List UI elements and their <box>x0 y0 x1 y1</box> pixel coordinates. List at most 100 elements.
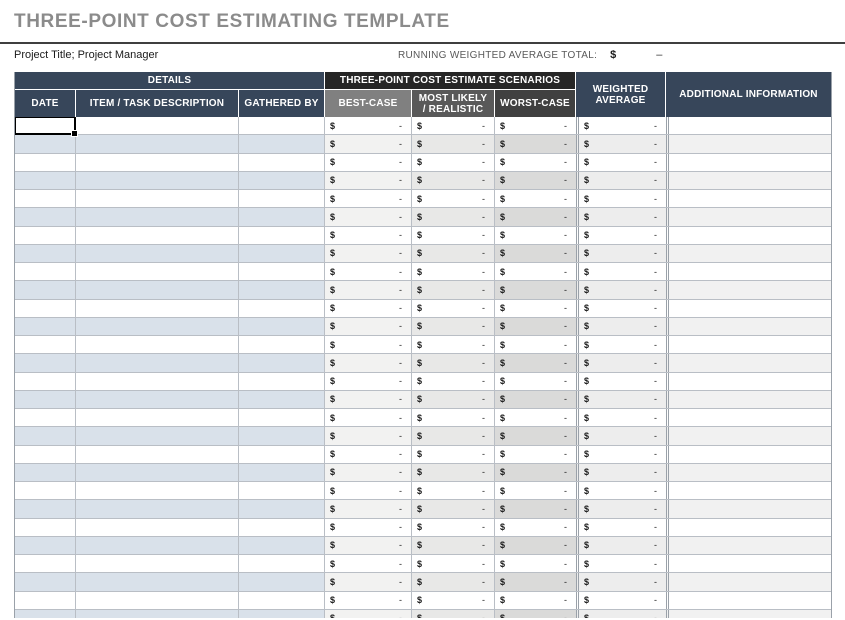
cell-gathered-by[interactable] <box>239 445 325 463</box>
selected-cell[interactable] <box>15 117 78 138</box>
cell-weighted-average[interactable]: $- <box>576 573 666 591</box>
cell-most-likely[interactable]: $- <box>412 336 495 354</box>
cell-worst-case[interactable]: $- <box>495 463 576 481</box>
cell-most-likely[interactable]: $- <box>412 226 495 244</box>
cell-additional-information[interactable] <box>666 299 831 317</box>
cell-weighted-average[interactable]: $- <box>576 263 666 281</box>
header-item-task-description[interactable]: ITEM / TASK DESCRIPTION <box>76 90 239 117</box>
cell-gathered-by[interactable] <box>239 135 325 153</box>
cell-date[interactable] <box>15 263 76 281</box>
cell-best-case[interactable]: $- <box>325 244 412 262</box>
cell-weighted-average[interactable]: $- <box>576 190 666 208</box>
cell-item-description[interactable] <box>76 555 239 573</box>
cell-best-case[interactable]: $- <box>325 482 412 500</box>
cell-weighted-average[interactable]: $- <box>576 372 666 390</box>
cell-weighted-average[interactable]: $- <box>576 299 666 317</box>
cell-weighted-average[interactable]: $- <box>576 427 666 445</box>
cell-item-description[interactable] <box>76 609 239 618</box>
cell-item-description[interactable] <box>76 317 239 335</box>
cell-best-case[interactable]: $- <box>325 518 412 536</box>
cell-additional-information[interactable] <box>666 463 831 481</box>
cell-date[interactable] <box>15 354 76 372</box>
cell-most-likely[interactable]: $- <box>412 573 495 591</box>
cell-best-case[interactable]: $- <box>325 171 412 189</box>
cell-best-case[interactable]: $- <box>325 536 412 554</box>
cell-most-likely[interactable]: $- <box>412 427 495 445</box>
cell-gathered-by[interactable] <box>239 555 325 573</box>
cell-date[interactable] <box>15 445 76 463</box>
cell-gathered-by[interactable] <box>239 244 325 262</box>
cell-weighted-average[interactable]: $- <box>576 281 666 299</box>
cell-item-description[interactable] <box>76 336 239 354</box>
cell-item-description[interactable] <box>76 153 239 171</box>
cell-additional-information[interactable] <box>666 609 831 618</box>
cell-gathered-by[interactable] <box>239 463 325 481</box>
cell-additional-information[interactable] <box>666 536 831 554</box>
cell-weighted-average[interactable]: $- <box>576 117 666 135</box>
cell-most-likely[interactable]: $- <box>412 445 495 463</box>
cell-best-case[interactable]: $- <box>325 299 412 317</box>
cell-item-description[interactable] <box>76 482 239 500</box>
cell-worst-case[interactable]: $- <box>495 372 576 390</box>
cell-worst-case[interactable]: $- <box>495 500 576 518</box>
cell-most-likely[interactable]: $- <box>412 482 495 500</box>
cell-worst-case[interactable]: $- <box>495 190 576 208</box>
cell-most-likely[interactable]: $- <box>412 609 495 618</box>
cell-gathered-by[interactable] <box>239 390 325 408</box>
cell-gathered-by[interactable] <box>239 536 325 554</box>
cell-gathered-by[interactable] <box>239 153 325 171</box>
cell-most-likely[interactable]: $- <box>412 555 495 573</box>
cell-item-description[interactable] <box>76 226 239 244</box>
cell-item-description[interactable] <box>76 409 239 427</box>
cell-gathered-by[interactable] <box>239 354 325 372</box>
cell-best-case[interactable]: $- <box>325 591 412 609</box>
cell-best-case[interactable]: $- <box>325 317 412 335</box>
cell-best-case[interactable]: $- <box>325 427 412 445</box>
cell-best-case[interactable]: $- <box>325 190 412 208</box>
cell-gathered-by[interactable] <box>239 482 325 500</box>
cell-most-likely[interactable]: $- <box>412 244 495 262</box>
cell-additional-information[interactable] <box>666 445 831 463</box>
cell-best-case[interactable]: $- <box>325 463 412 481</box>
header-weighted-average[interactable]: WEIGHTED AVERAGE <box>576 72 666 117</box>
cell-item-description[interactable] <box>76 573 239 591</box>
cell-date[interactable] <box>15 208 76 226</box>
cell-worst-case[interactable]: $- <box>495 226 576 244</box>
cell-worst-case[interactable]: $- <box>495 354 576 372</box>
header-additional-information[interactable]: ADDITIONAL INFORMATION <box>666 72 831 117</box>
cell-gathered-by[interactable] <box>239 190 325 208</box>
cell-worst-case[interactable]: $- <box>495 171 576 189</box>
cell-gathered-by[interactable] <box>239 518 325 536</box>
cell-item-description[interactable] <box>76 445 239 463</box>
cell-item-description[interactable] <box>76 117 239 135</box>
cell-item-description[interactable] <box>76 372 239 390</box>
cell-weighted-average[interactable]: $- <box>576 153 666 171</box>
cell-best-case[interactable]: $- <box>325 226 412 244</box>
cell-most-likely[interactable]: $- <box>412 390 495 408</box>
cell-best-case[interactable]: $- <box>325 153 412 171</box>
cell-gathered-by[interactable] <box>239 372 325 390</box>
cell-worst-case[interactable]: $- <box>495 427 576 445</box>
cell-item-description[interactable] <box>76 427 239 445</box>
cell-date[interactable] <box>15 190 76 208</box>
cell-best-case[interactable]: $- <box>325 208 412 226</box>
cell-most-likely[interactable]: $- <box>412 409 495 427</box>
cell-item-description[interactable] <box>76 354 239 372</box>
cell-weighted-average[interactable]: $- <box>576 445 666 463</box>
cell-date[interactable] <box>15 135 76 153</box>
header-most-likely[interactable]: MOST LIKELY / REALISTIC <box>412 90 495 117</box>
header-group-details[interactable]: DETAILS <box>15 72 325 90</box>
cell-best-case[interactable]: $- <box>325 372 412 390</box>
cell-worst-case[interactable]: $- <box>495 299 576 317</box>
cell-item-description[interactable] <box>76 190 239 208</box>
cell-additional-information[interactable] <box>666 317 831 335</box>
cell-item-description[interactable] <box>76 171 239 189</box>
cell-most-likely[interactable]: $- <box>412 536 495 554</box>
cell-best-case[interactable]: $- <box>325 555 412 573</box>
cell-item-description[interactable] <box>76 299 239 317</box>
cell-item-description[interactable] <box>76 518 239 536</box>
cell-worst-case[interactable]: $- <box>495 153 576 171</box>
cell-date[interactable] <box>15 591 76 609</box>
cell-additional-information[interactable] <box>666 591 831 609</box>
running-total-value[interactable]: – <box>656 49 663 61</box>
